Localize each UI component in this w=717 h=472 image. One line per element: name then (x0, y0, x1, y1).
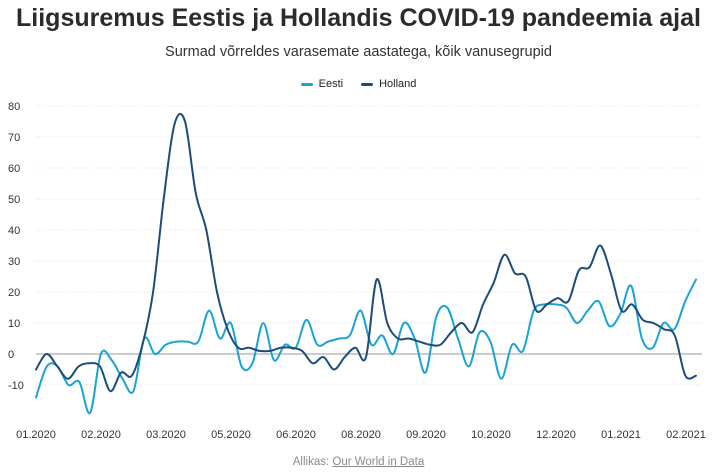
series-line-eesti (36, 280, 696, 414)
y-tick-label: -10 (8, 380, 24, 392)
source-link[interactable]: Our World in Data (332, 456, 424, 468)
source-prefix: Allikas: (293, 456, 333, 468)
y-tick-label: 0 (8, 349, 14, 361)
series-line-holland (36, 114, 696, 391)
y-tick-label: 20 (8, 287, 20, 299)
x-tick-label: 09.2020 (406, 429, 446, 441)
x-tick-label: 06.2020 (276, 429, 316, 441)
x-tick-label: 01.2020 (16, 429, 56, 441)
source-note: Allikas: Our World in Data (0, 456, 717, 468)
y-tick-label: 40 (8, 225, 20, 237)
x-tick-label: 03.2020 (146, 429, 186, 441)
x-tick-label: 08.2020 (341, 429, 381, 441)
y-tick-label: 80 (8, 101, 20, 113)
y-tick-label: 60 (8, 163, 20, 175)
x-tick-label: 10.2020 (471, 429, 511, 441)
x-tick-label: 02.2021 (666, 429, 706, 441)
y-tick-label: 10 (8, 318, 20, 330)
y-tick-label: 50 (8, 194, 20, 206)
y-tick-label: 70 (8, 132, 20, 144)
x-tick-label: 12.2020 (536, 429, 576, 441)
x-tick-label: 05.2020 (211, 429, 251, 441)
x-tick-label: 01.2021 (601, 429, 641, 441)
y-tick-label: 30 (8, 256, 20, 268)
x-tick-label: 02.2020 (81, 429, 121, 441)
